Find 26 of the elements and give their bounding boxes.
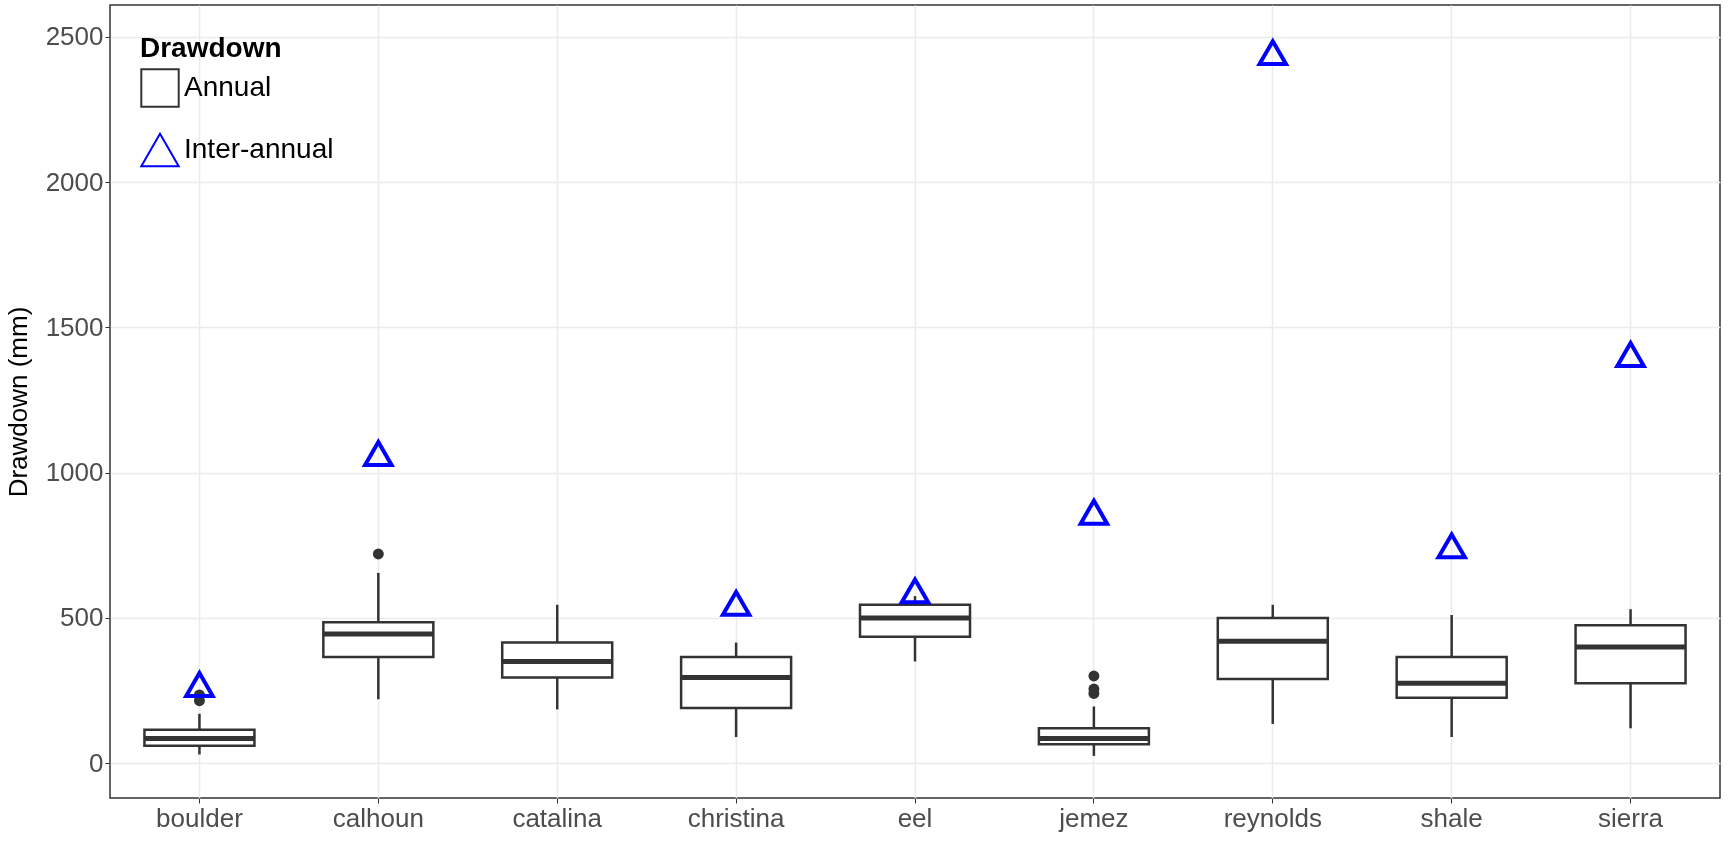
x-tick-label: reynolds bbox=[1223, 802, 1322, 833]
y-tick-label: 1000 bbox=[45, 457, 104, 488]
legend-title: Drawdown bbox=[140, 32, 282, 63]
point bbox=[363, 440, 394, 467]
y-tick-label: 2000 bbox=[45, 166, 104, 197]
point bbox=[1257, 39, 1289, 67]
x-tick-label: calhoun bbox=[332, 802, 424, 833]
point bbox=[1436, 532, 1467, 560]
y-tick-label: 500 bbox=[60, 602, 104, 633]
x-tick-label: shale bbox=[1420, 802, 1483, 833]
y-axis-title: Drawdown (mm) bbox=[2, 306, 33, 498]
y-tick-label: 0 bbox=[89, 747, 104, 778]
x-tick-label: catalina bbox=[512, 802, 603, 833]
y-tick-label: 1500 bbox=[45, 311, 104, 342]
x-tick-label: sierra bbox=[1598, 802, 1664, 833]
legend-label: Inter-annual bbox=[184, 133, 334, 164]
y-tick-label: 2500 bbox=[45, 21, 104, 52]
x-tick-label: boulder bbox=[156, 802, 244, 833]
point bbox=[899, 577, 931, 605]
point bbox=[1615, 340, 1646, 368]
legend-label: Annual bbox=[184, 71, 272, 102]
x-tick-label: jemez bbox=[1058, 802, 1129, 833]
point bbox=[184, 670, 215, 698]
x-tick-label: christina bbox=[687, 802, 786, 833]
x-tick-label: eel bbox=[897, 802, 933, 833]
point bbox=[720, 589, 752, 617]
